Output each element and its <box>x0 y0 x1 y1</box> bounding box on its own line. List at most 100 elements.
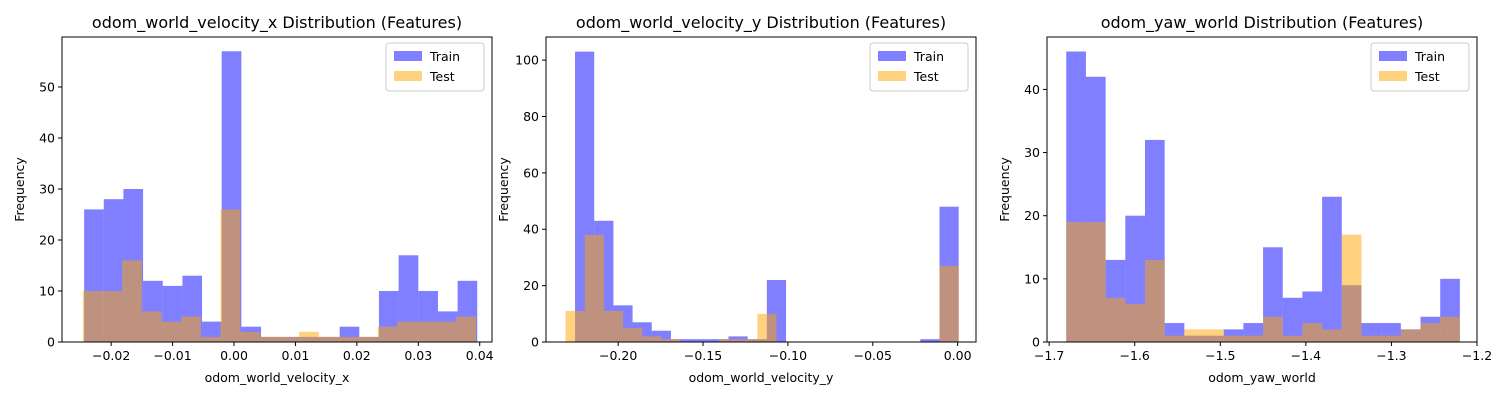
series-test-bars <box>82 209 477 342</box>
histogram-bar-test <box>738 339 758 342</box>
x-tick-label: −1.5 <box>1205 348 1235 363</box>
histogram-bar-test <box>456 316 477 342</box>
y-tick-label: 100 <box>515 53 539 68</box>
axes-frame <box>545 36 977 343</box>
histogram-bar-test <box>939 265 959 342</box>
y-tick-label: 20 <box>39 232 55 247</box>
histogram-bar-test <box>318 336 339 342</box>
legend: Train Test <box>869 42 969 92</box>
series-train-bars <box>575 51 959 342</box>
histogram-bar-test <box>82 290 103 342</box>
histogram-bar-test <box>299 331 319 342</box>
histogram-bar-test <box>1066 222 1086 342</box>
histogram-bar-test <box>1361 335 1382 342</box>
histogram-bar-test <box>417 321 437 342</box>
x-tick-label: 0.01 <box>282 348 310 363</box>
histogram-bar-test <box>377 326 398 342</box>
histogram-bar-test <box>1204 329 1224 342</box>
x-tick-label: −0.10 <box>769 348 807 363</box>
legend-swatch-test <box>878 71 906 81</box>
y-tick-label: 0 <box>47 335 55 350</box>
histogram-bar-test <box>161 321 182 342</box>
histogram-bar-train <box>398 255 419 342</box>
y-axis-label: Frequency <box>12 157 27 222</box>
y-tick-label: 80 <box>523 109 539 124</box>
histogram-bar-test <box>436 321 457 342</box>
histogram-bar-test <box>1144 259 1165 342</box>
histogram-bar-test <box>1125 304 1145 342</box>
histogram-bar-test <box>1282 335 1303 342</box>
x-tick-label: −0.01 <box>153 348 191 363</box>
histogram-bar-test <box>565 310 585 342</box>
series-test-bars <box>565 234 959 342</box>
histogram-bar-test <box>623 327 643 342</box>
histogram-bar-test <box>584 234 604 342</box>
x-tick-label: −1.4 <box>1291 348 1321 363</box>
histogram-bar-train <box>1282 297 1303 342</box>
histogram-bar-test <box>642 336 662 342</box>
y-tick-label: 0 <box>531 335 539 350</box>
y-tick-label: 40 <box>1024 82 1040 97</box>
histogram-bar-test <box>1263 316 1283 342</box>
histogram-bar-test <box>1223 335 1244 342</box>
histogram-bar-test <box>1420 323 1441 342</box>
histogram-bar-test <box>338 336 359 342</box>
y-tick-label: 30 <box>39 181 55 196</box>
histogram-bar-test <box>358 336 378 342</box>
histogram-bar-test <box>102 290 123 342</box>
x-axis-label: odom_world_velocity_x <box>205 370 350 385</box>
x-tick-label: −1.6 <box>1120 348 1150 363</box>
x-tick-label: 0.00 <box>944 348 972 363</box>
histogram-bar-train <box>690 339 710 342</box>
y-tick-label: 20 <box>523 278 539 293</box>
histogram-bar-test <box>181 316 201 342</box>
legend-label-test: Test <box>429 69 455 84</box>
histogram-bar-test <box>1322 329 1342 342</box>
legend-swatch-test <box>394 71 422 81</box>
x-axis-label: odom_yaw_world <box>1208 370 1316 385</box>
legend-swatch-train <box>394 51 422 61</box>
legend-label-test: Test <box>1414 69 1440 84</box>
histogram-bar-test <box>1164 335 1185 342</box>
histogram-bar-test <box>122 260 142 342</box>
axes-frame <box>1046 36 1478 343</box>
legend-label-train: Train <box>429 49 460 64</box>
x-tick-label: 0.00 <box>220 348 248 363</box>
x-tick-label: 0.02 <box>343 348 371 363</box>
x-axis-label: odom_world_velocity_y <box>689 370 834 385</box>
legend-label-test: Test <box>913 69 939 84</box>
series-train-bars <box>84 51 478 342</box>
histogram-bar-test <box>259 336 280 342</box>
y-tick-label: 0 <box>1032 335 1040 350</box>
histogram-bar-test <box>1085 222 1106 342</box>
histogram-bar-test <box>1400 329 1421 342</box>
legend-label-train: Train <box>913 49 944 64</box>
legend-swatch-train <box>878 51 906 61</box>
y-tick-label: 30 <box>1024 145 1040 160</box>
subplot-2: −0.20 −0.15 −0.10 −0.05 0.00 0 20 40 60 80 100 odom… <box>496 13 977 385</box>
y-tick-label: 10 <box>39 283 55 298</box>
chart-title: odom_yaw_world Distribution (Features) <box>1101 13 1424 33</box>
histogram-bar-test <box>141 311 162 342</box>
x-tick-label: −0.15 <box>684 348 722 363</box>
chart-title: odom_world_velocity_y Distribution (Feat… <box>576 13 946 33</box>
y-axis-label: Frequency <box>496 157 511 222</box>
series-test-bars <box>1066 222 1460 342</box>
histogram-bar-test <box>718 339 739 342</box>
y-tick-label: 20 <box>1024 208 1040 223</box>
x-tick-label: −0.02 <box>92 348 130 363</box>
histogram-bar-test <box>397 321 418 342</box>
histogram-bar-test <box>603 310 624 342</box>
histogram-bar-test <box>279 336 300 342</box>
histogram-bar-test <box>1184 329 1205 342</box>
x-tick-label: −1.7 <box>1034 348 1064 363</box>
histogram-bar-test <box>1105 297 1126 342</box>
histogram-bar-test <box>661 339 681 342</box>
axes-frame <box>61 36 493 343</box>
y-tick-label: 40 <box>39 130 55 145</box>
histogram-bar-test <box>1302 323 1323 342</box>
histogram-bar-train <box>709 339 729 342</box>
x-tick-label: −1.2 <box>1462 348 1492 363</box>
y-tick-label: 10 <box>1024 271 1040 286</box>
